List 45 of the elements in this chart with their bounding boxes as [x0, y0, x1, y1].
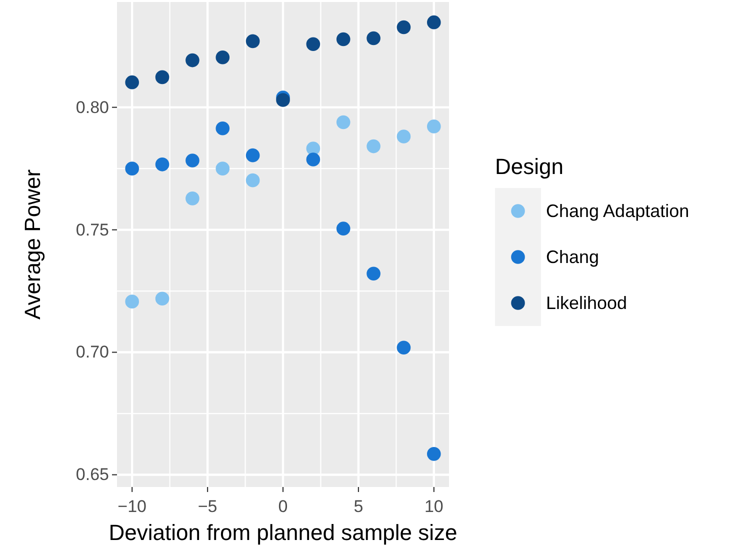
x-tick-label: −10	[118, 497, 147, 516]
y-tick-label: 0.70	[76, 342, 109, 362]
point	[306, 152, 320, 166]
legend-label: Likelihood	[546, 293, 628, 313]
point	[366, 266, 380, 281]
x-tick-label: 5	[354, 497, 364, 516]
point	[186, 154, 200, 168]
point	[306, 37, 320, 52]
point	[366, 139, 380, 154]
x-axis-title: Deviation from planned sample size	[108, 520, 458, 545]
point	[125, 75, 139, 90]
point	[186, 192, 200, 206]
y-tick-label: 0.75	[76, 220, 109, 240]
point	[125, 294, 139, 308]
point	[276, 93, 290, 107]
y-axis-title: Average Power	[20, 169, 45, 320]
y-tick-label: 0.80	[76, 98, 109, 117]
point	[396, 340, 411, 355]
x-tick-label: −5	[198, 497, 218, 516]
point	[246, 34, 260, 48]
point	[216, 162, 230, 176]
point	[427, 15, 441, 30]
point	[125, 162, 139, 176]
point	[396, 20, 411, 34]
legend-title: Design	[495, 154, 564, 179]
y-tick-label: 0.65	[76, 465, 109, 484]
legend-label: Chang Adaptation	[546, 201, 690, 221]
point	[155, 70, 170, 84]
point	[216, 50, 230, 64]
x-tick-label: 10	[424, 497, 444, 516]
point	[336, 115, 350, 130]
point	[366, 31, 380, 46]
legend-label: Chang	[546, 247, 600, 267]
point	[186, 53, 200, 68]
point	[155, 158, 170, 172]
point	[427, 120, 441, 134]
point	[246, 173, 260, 188]
point	[155, 292, 170, 306]
point	[216, 122, 230, 136]
point	[336, 222, 350, 236]
point	[246, 148, 260, 162]
x-tick-label: 0	[278, 497, 288, 516]
point	[396, 130, 411, 144]
point	[336, 32, 350, 46]
point	[427, 447, 441, 461]
